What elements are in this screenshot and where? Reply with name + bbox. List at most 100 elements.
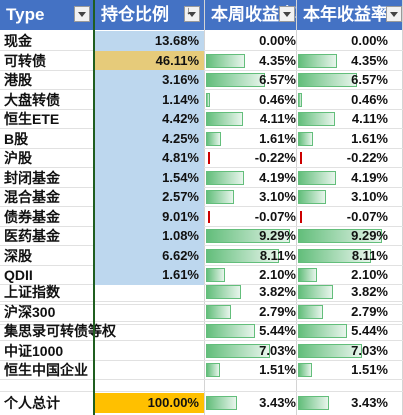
grid-line [0, 301, 403, 302]
week-value[interactable]: 8.11% [259, 248, 296, 263]
ratio-value[interactable]: 46.11% [155, 53, 199, 68]
week-value[interactable]: 3.10% [259, 189, 296, 204]
week-value[interactable]: -0.22% [254, 150, 296, 165]
row-label[interactable]: 可转债 [4, 53, 46, 69]
week-total-value[interactable]: 3.43% [259, 395, 296, 410]
year-value[interactable]: 9.29% [351, 228, 388, 243]
year-total-value[interactable]: 3.43% [351, 395, 388, 410]
filter-dropdown-year[interactable] [386, 6, 402, 22]
ratio-cell-fill [95, 31, 204, 51]
week-databar [206, 285, 241, 299]
row-label[interactable]: 恒生ETE [4, 111, 60, 127]
year-value[interactable]: 8.11% [351, 248, 388, 263]
ratio-value[interactable]: 6.62% [162, 248, 199, 263]
ratio-value[interactable]: 4.42% [162, 111, 199, 126]
header-week-label: 本周收益率 [211, 5, 296, 24]
year-databar [298, 73, 357, 87]
week-value[interactable]: 6.57% [259, 72, 296, 87]
ratio-value[interactable]: 1.08% [162, 228, 199, 243]
week-value[interactable]: 1.51% [259, 362, 296, 377]
year-value[interactable]: 1.61% [351, 131, 388, 146]
week-databar [206, 396, 237, 410]
ratio-value[interactable]: 1.14% [162, 92, 199, 107]
year-value[interactable]: 2.79% [351, 304, 388, 319]
header-year[interactable]: 本年收益率 [297, 0, 403, 30]
week-value[interactable]: 1.61% [259, 131, 296, 146]
week-value[interactable]: 0.00% [259, 33, 296, 48]
year-databar [298, 363, 312, 377]
row-label[interactable]: 港股 [4, 72, 32, 88]
grid-line [0, 321, 403, 322]
week-value[interactable]: 4.11% [259, 111, 296, 126]
filter-dropdown-week[interactable] [279, 6, 295, 22]
week-value[interactable]: 0.46% [259, 92, 296, 107]
year-value[interactable]: 4.11% [351, 111, 388, 126]
header-type-label: Type [6, 5, 45, 24]
year-value[interactable]: 0.00% [351, 33, 388, 48]
sort-filter-dropdown-ratio[interactable] [184, 5, 200, 22]
row-label[interactable]: 封闭基金 [4, 170, 60, 186]
row-label[interactable]: 沪股 [4, 150, 32, 166]
week-databar [206, 249, 279, 263]
ratio-value[interactable]: 9.01% [162, 209, 199, 224]
week-value[interactable]: 9.29% [259, 228, 296, 243]
row-label[interactable]: B股 [4, 131, 29, 147]
ratio-value[interactable]: 4.81% [162, 150, 199, 165]
row-label[interactable]: 医药基金 [4, 228, 60, 244]
ratio-value[interactable]: 1.54% [162, 170, 199, 185]
year-value[interactable]: 4.19% [351, 170, 388, 185]
row-label[interactable]: 个人总计 [4, 395, 60, 411]
year-value[interactable]: 6.57% [351, 72, 388, 87]
row-label[interactable]: 集思录可转债等权 [4, 323, 116, 339]
ratio-cell-fill [95, 51, 204, 71]
row-label[interactable]: 恒生中国企业 [4, 362, 88, 378]
year-databar [298, 305, 323, 319]
row-label[interactable]: 沪深300 [4, 304, 56, 320]
year-databar [298, 396, 329, 410]
ratio-cell-fill [95, 265, 204, 285]
year-value[interactable]: 7.03% [351, 343, 388, 358]
row-label[interactable]: 现金 [4, 33, 32, 49]
year-value[interactable]: -0.07% [346, 209, 388, 224]
year-value[interactable]: -0.22% [346, 150, 388, 165]
ratio-total-value[interactable]: 100.00% [147, 395, 199, 410]
week-databar [206, 268, 225, 282]
week-value[interactable]: -0.07% [254, 209, 296, 224]
filter-dropdown-type[interactable] [74, 6, 90, 22]
week-databar [206, 112, 243, 126]
week-value[interactable]: 2.10% [259, 267, 296, 282]
week-value[interactable]: 2.79% [259, 304, 296, 319]
week-value[interactable]: 3.82% [259, 284, 296, 299]
ratio-value[interactable]: 4.25% [162, 131, 199, 146]
grid-line [0, 360, 403, 361]
ratio-value[interactable]: 13.68% [154, 33, 199, 48]
year-value[interactable]: 3.82% [351, 284, 388, 299]
ratio-value[interactable]: 2.57% [162, 189, 199, 204]
week-value[interactable]: 4.19% [259, 170, 296, 185]
row-label[interactable]: QDII [4, 267, 33, 283]
year-value[interactable]: 3.10% [351, 189, 388, 204]
year-value[interactable]: 2.10% [351, 267, 388, 282]
row-label[interactable]: 混合基金 [4, 189, 60, 205]
row-label[interactable]: 中证1000 [4, 343, 64, 359]
year-negative-bar [300, 211, 302, 223]
week-databar [206, 54, 245, 68]
row-label[interactable]: 大盘转债 [4, 92, 60, 108]
ratio-cell-fill [95, 70, 204, 90]
week-value[interactable]: 4.35% [259, 53, 296, 68]
year-value[interactable]: 1.51% [351, 362, 388, 377]
header-ratio[interactable]: 持仓比例 [95, 0, 204, 30]
row-label[interactable]: 上证指数 [4, 284, 60, 300]
row-label[interactable]: 深股 [4, 248, 32, 264]
year-value[interactable]: 0.46% [351, 92, 388, 107]
ratio-value[interactable]: 3.16% [162, 72, 199, 87]
week-databar [206, 171, 244, 185]
row-label[interactable]: 债券基金 [4, 209, 60, 225]
grid-line [0, 304, 403, 305]
year-value[interactable]: 5.44% [351, 323, 388, 338]
week-value[interactable]: 5.44% [259, 323, 296, 338]
ratio-value[interactable]: 1.61% [162, 267, 199, 282]
week-value[interactable]: 7.03% [259, 343, 296, 358]
year-databar [298, 344, 362, 358]
year-value[interactable]: 4.35% [351, 53, 388, 68]
